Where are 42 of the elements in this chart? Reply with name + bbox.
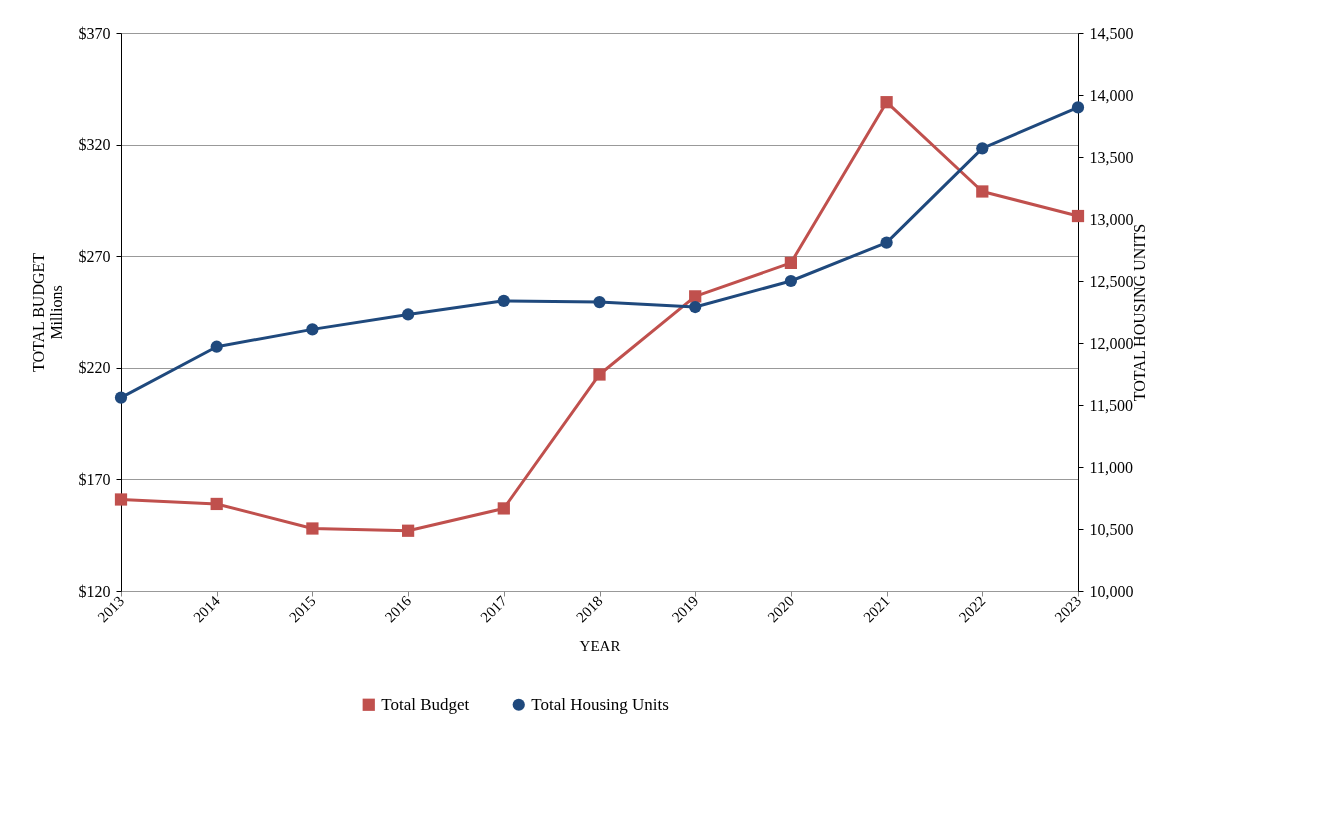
point	[401, 308, 415, 321]
y2-tick-label: 13,500	[1089, 148, 1134, 166]
point	[114, 493, 128, 506]
legend-label: Total Budget	[381, 694, 470, 714]
point	[880, 236, 893, 249]
legend-label: Total Housing Units	[531, 694, 669, 714]
x-axis-title: YEAR	[579, 638, 621, 655]
y-axis-title: TOTAL BUDGET Millions	[29, 252, 65, 373]
point	[114, 391, 128, 404]
point	[593, 295, 606, 309]
y2-tick-label: 14,500	[1089, 24, 1134, 42]
y2-tick-label: 10,500	[1089, 520, 1134, 538]
y2-tick-label: 13,000	[1089, 210, 1134, 228]
point	[210, 497, 223, 511]
y2-tick-label: 14,000	[1089, 86, 1134, 104]
point	[306, 522, 319, 535]
point	[210, 340, 223, 353]
y-tick-label: $270	[78, 247, 111, 265]
point	[306, 323, 319, 336]
point	[784, 274, 798, 288]
y2-tick-label: 11,000	[1089, 458, 1133, 476]
point	[689, 300, 702, 314]
point	[880, 96, 893, 109]
point	[1071, 101, 1085, 114]
y-tick-label: $170	[78, 470, 111, 488]
point	[497, 294, 510, 307]
y-tick-label: $370	[78, 24, 111, 42]
point	[784, 256, 798, 270]
point	[1071, 209, 1085, 223]
y-tick-label: $120	[78, 582, 111, 600]
y2-tick-label: 11,500	[1089, 396, 1133, 414]
point	[689, 290, 702, 303]
point	[497, 502, 510, 515]
point	[976, 185, 989, 198]
y2-tick-label: 12,000	[1089, 334, 1134, 352]
point	[593, 368, 606, 381]
y2-tick-label: 10,000	[1089, 582, 1134, 600]
point	[976, 142, 989, 155]
y-tick-label: $320	[78, 136, 111, 154]
point	[401, 524, 415, 537]
y-tick-label: $220	[78, 359, 111, 377]
y2-tick-label: 12,500	[1089, 272, 1134, 290]
